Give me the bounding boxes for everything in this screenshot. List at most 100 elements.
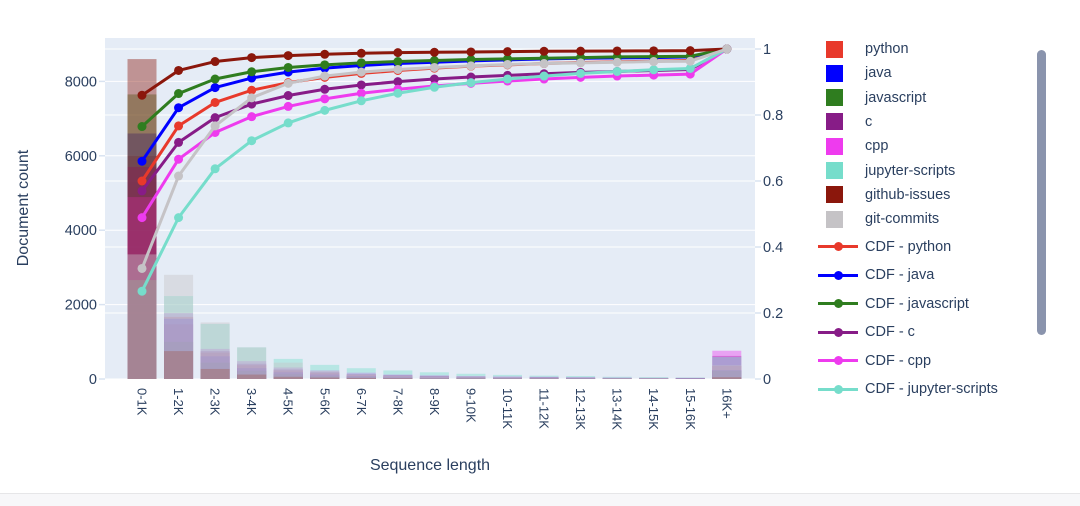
x-axis-title: Sequence length [370,457,490,474]
bar-jupyter-scripts-16K+ [712,357,742,379]
legend-swatch-line [818,356,858,366]
cdf-marker [174,213,184,223]
legend-label: cpp [865,138,889,155]
cdf-marker [393,88,403,98]
legend-item-cdf-java[interactable]: CDF - java [818,265,934,285]
cdf-marker [393,77,403,87]
legend: python java javascript c cpp jupyter-scripts g… [818,0,1028,420]
bar-git-commits-14-15K [639,378,669,379]
cdf-marker [247,136,257,146]
bar-jupyter-scripts-9-10K [456,373,486,379]
bar-java-16K+ [712,370,742,379]
cdf-marker [466,61,476,71]
bar-javascript-8-9K [419,377,449,379]
cdf-marker [649,46,659,56]
cdf-marker [685,63,695,73]
legend-item-jupyter-scripts[interactable]: jupyter-scripts [818,161,955,181]
legend-label: CDF - jupyter-scripts [865,381,998,398]
bar-cpp-12-13K [566,377,596,379]
bar-c-16K+ [712,355,742,379]
bar-python-13-14K [602,378,632,379]
y-axis-title: Document count [15,149,32,266]
legend-label: CDF - javascript [865,295,969,312]
bar-github-issues-5-6K [310,377,340,379]
bar-python-3-4K [237,365,267,379]
bar-cpp-8-9K [419,375,449,379]
x-tick-label: 14-15K [646,388,661,430]
legend-item-java[interactable]: java [818,63,892,83]
legend-label: python [865,41,909,57]
legend-label: jupyter-scripts [865,162,956,179]
bar-jupyter-scripts-4-5K [273,358,303,379]
bar-python-8-9K [419,376,449,379]
x-tick-label: 8-9K [427,388,442,416]
legend-swatch-line [818,327,858,337]
legend-label: CDF - java [865,267,935,284]
y-right-tick-label: 0.8 [763,108,783,124]
cdf-marker [356,80,366,90]
bar-c-5-6K [310,371,340,379]
bar-java-11-12K [529,377,559,379]
cdf-marker [210,74,220,84]
legend-item-c[interactable]: c [818,112,872,132]
bar-c-1-2K [164,324,194,379]
legend-item-git-commits[interactable]: git-commits [818,209,939,229]
cdf-marker [247,73,257,83]
x-tick-label: 11-12K [537,388,552,429]
cdf-marker [539,71,549,81]
bar-c-13-14K [602,377,632,379]
bar-javascript-16K+ [712,370,742,379]
cdf-marker [137,156,147,166]
y-left-tick-label: 8000 [65,74,97,90]
cdf-marker [210,121,220,131]
y-right-tick-label: 0.4 [763,240,783,256]
bar-git-commits-16K+ [712,365,742,379]
legend-item-cdf-cpp[interactable]: CDF - cpp [818,351,931,371]
cdf-marker [356,67,366,77]
cdf-marker [174,121,184,131]
legend-item-cdf-jupyter-scripts[interactable]: CDF - jupyter-scripts [818,379,998,399]
bar-java-6-7K [346,376,376,379]
bar-java-3-4K [237,368,267,379]
bar-java-8-9K [419,377,449,379]
legend-item-cpp[interactable]: cpp [818,136,888,156]
bar-java-9-10K [456,377,486,379]
legend-item-javascript[interactable]: javascript [818,88,926,108]
x-tick-label: 12-13K [573,388,588,430]
bar-github-issues-3-4K [237,374,267,379]
bar-java-5-6K [310,374,340,379]
legend-swatch-line [818,270,858,280]
bar-c-9-10K [456,376,486,379]
cdf-marker [283,118,293,128]
bar-jupyter-scripts-8-9K [419,372,449,379]
legend-item-cdf-python[interactable]: CDF - python [818,237,951,257]
cdf-marker [576,68,586,78]
legend-item-cdf-javascript[interactable]: CDF - javascript [818,294,969,314]
plot-area [105,38,755,379]
bar-java-0-1K [127,133,157,379]
cdf-marker [356,96,366,106]
legend-scrollbar[interactable] [1037,50,1046,335]
y-right-tick-label: 1 [763,42,771,58]
legend-item-python[interactable]: python [818,39,909,59]
cdf-marker [429,47,439,57]
cdf-marker [503,74,512,84]
cdf-marker [539,46,549,56]
cdf-series-CDF - git-commits [137,44,732,273]
legend-label: CDF - c [865,324,915,341]
cdf-marker [356,58,366,68]
bar-javascript-0-1K [127,94,157,380]
legend-swatch-marker [833,384,843,394]
bar-javascript-2-3K [200,362,230,379]
bar-git-commits-9-10K [456,377,486,379]
legend-label: javascript [865,89,927,106]
cdf-marker [137,186,147,196]
bar-c-11-12K [529,377,559,379]
bar-c-15-16K [675,377,705,379]
bar-jupyter-scripts-5-6K [310,364,340,379]
legend-item-cdf-c[interactable]: CDF - c [818,322,915,342]
legend-item-github-issues[interactable]: github-issues [818,185,950,205]
cdf-marker [503,60,512,70]
bar-cpp-7-8K [383,374,413,379]
